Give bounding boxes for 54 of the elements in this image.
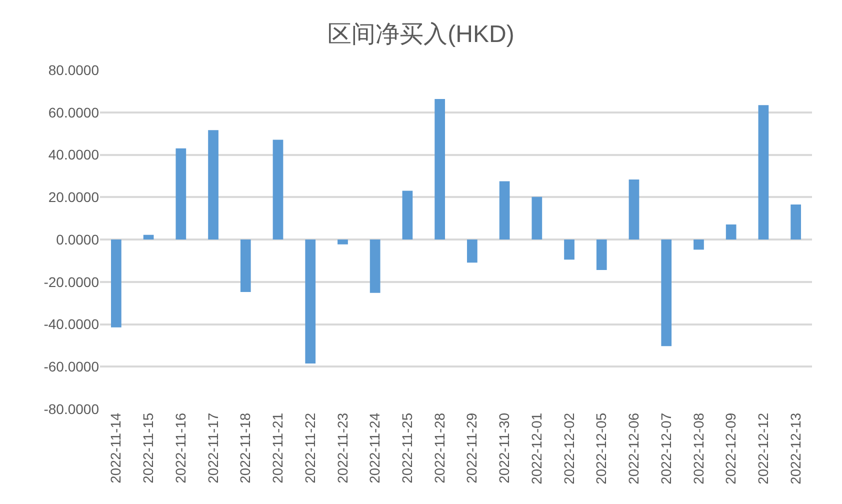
bar bbox=[338, 240, 348, 244]
chart-title: 区间净买入(HKD) bbox=[328, 21, 514, 48]
bar bbox=[596, 240, 607, 270]
x-tick-label: 2022-12-12 bbox=[755, 412, 771, 484]
bar bbox=[176, 148, 186, 240]
bar bbox=[208, 130, 218, 240]
bar bbox=[790, 204, 801, 240]
bar bbox=[726, 224, 736, 240]
y-tick-label: 40.0000 bbox=[48, 146, 100, 163]
bar bbox=[532, 196, 542, 240]
bar bbox=[628, 180, 640, 240]
y-tick-label: 0.0000 bbox=[56, 231, 100, 248]
y-tick-label: -60.0000 bbox=[44, 358, 100, 375]
y-tick-label: 20.0000 bbox=[48, 189, 100, 206]
y-tick-label: 80.0000 bbox=[48, 62, 100, 78]
x-tick-label: 2022-12-08 bbox=[690, 412, 706, 484]
bar bbox=[143, 234, 154, 240]
bar bbox=[694, 240, 704, 250]
bar bbox=[402, 190, 413, 240]
x-tick-label: 2022-12-06 bbox=[626, 412, 642, 484]
x-tick-label: 2022-11-21 bbox=[270, 412, 286, 484]
bar bbox=[758, 105, 769, 240]
y-tick-label: -80.0000 bbox=[44, 400, 100, 417]
bar bbox=[661, 240, 672, 346]
x-tick-label: 2022-12-05 bbox=[593, 412, 610, 484]
bar bbox=[564, 240, 574, 260]
bar bbox=[499, 181, 510, 240]
x-tick-label: 2022-12-13 bbox=[787, 412, 804, 484]
x-tick-label: 2022-11-29 bbox=[464, 412, 480, 484]
bar bbox=[272, 140, 284, 240]
y-tick-label: -20.0000 bbox=[44, 274, 100, 290]
x-tick-label: 2022-11-14 bbox=[108, 412, 124, 484]
x-tick-label: 2022-12-07 bbox=[658, 412, 674, 484]
x-tick-label: 2022-12-09 bbox=[722, 412, 739, 484]
bar bbox=[434, 99, 445, 240]
x-tick-label: 2022-11-22 bbox=[302, 412, 318, 484]
bar bbox=[305, 240, 316, 364]
x-tick-label: 2022-11-23 bbox=[334, 412, 350, 484]
bar bbox=[370, 240, 380, 293]
x-tick-label: 2022-11-17 bbox=[204, 412, 221, 484]
x-tick-label: 2022-11-25 bbox=[399, 412, 415, 484]
x-tick-label: 2022-12-01 bbox=[528, 412, 544, 484]
y-tick-label: -40.0000 bbox=[44, 316, 100, 332]
x-tick-label: 2022-11-15 bbox=[140, 412, 156, 484]
x-tick-label: 2022-11-28 bbox=[431, 412, 448, 484]
bar bbox=[111, 240, 122, 328]
x-tick-label: 2022-12-02 bbox=[560, 412, 577, 484]
bar bbox=[467, 240, 478, 263]
x-tick-label: 2022-11-24 bbox=[366, 412, 383, 484]
x-tick-label: 2022-11-16 bbox=[172, 412, 188, 484]
y-tick-label: 60.0000 bbox=[48, 104, 100, 120]
bar bbox=[240, 240, 251, 292]
x-tick-label: 2022-11-30 bbox=[496, 412, 512, 484]
x-tick-label: 2022-11-18 bbox=[237, 412, 254, 484]
